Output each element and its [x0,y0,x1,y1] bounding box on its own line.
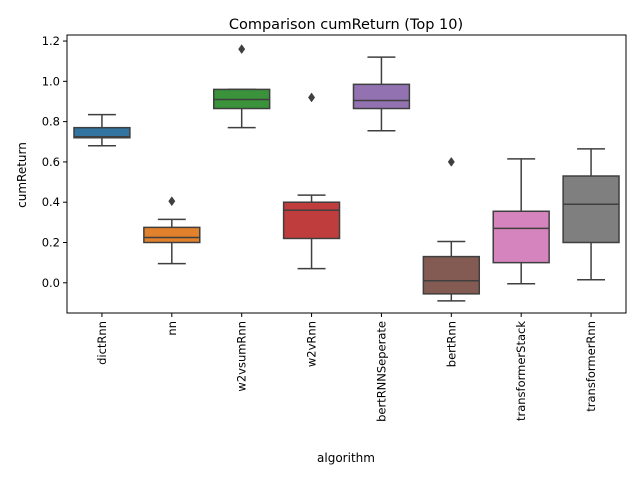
box-group-transformerStack [492,158,550,285]
outlier-marker [447,156,455,167]
y-tick-label: 1.0 [42,74,60,88]
box-nn [143,226,201,244]
box-bertRNNSeperate [352,83,411,110]
box-bertRnn [422,255,481,295]
plot-frame [66,34,627,314]
y-tick-label: 0.4 [42,195,60,209]
y-tick-label: 0.2 [42,235,60,249]
x-axis-label: algorithm [317,451,375,465]
x-tick-label: w2vsumRnn [235,321,249,392]
y-axis: 0.0 0.2 0.4 0.6 0.8 1.0 1.2 [42,34,67,290]
chart-title: Comparison cumReturn (Top 10) [229,17,463,33]
box-transformerStack [492,210,550,264]
x-tick-label: bertRNNSeperate [374,321,388,422]
y-tick-label: 0.8 [42,115,60,129]
box-w2vRnn [282,201,341,240]
box-group-nn [143,196,201,265]
outlier-marker [238,44,246,55]
box-group-w2vsumRnn [212,44,271,129]
outlier-marker [308,92,316,103]
box-group-w2vRnn [282,92,341,270]
outlier-marker [168,196,176,207]
box-group-transformerRnn [562,148,620,281]
x-tick-label: transformerStack [514,321,528,421]
x-tick-label: nn [165,321,179,336]
x-axis: dictRnn nn w2vsumRnn w2vRnn bertRNNSeperate b… [95,313,598,422]
x-tick-label: w2vRnn [305,321,319,367]
y-axis-label: cumReturn [15,142,29,208]
x-tick-label: bertRnn [444,321,458,367]
x-tick-label: transformerRnn [584,321,598,412]
x-tick-label: dictRnn [95,321,109,365]
box-group-bertRnn [422,156,481,302]
box-dictRnn [73,126,131,139]
y-tick-label: 1.2 [42,34,60,48]
plot-area [66,34,627,314]
y-tick-label: 0.6 [42,155,60,169]
box-group-bertRNNSeperate [352,56,411,132]
y-tick-label: 0.0 [42,276,60,290]
box-transformerRnn [562,175,620,244]
box-group-dictRnn [73,113,131,147]
